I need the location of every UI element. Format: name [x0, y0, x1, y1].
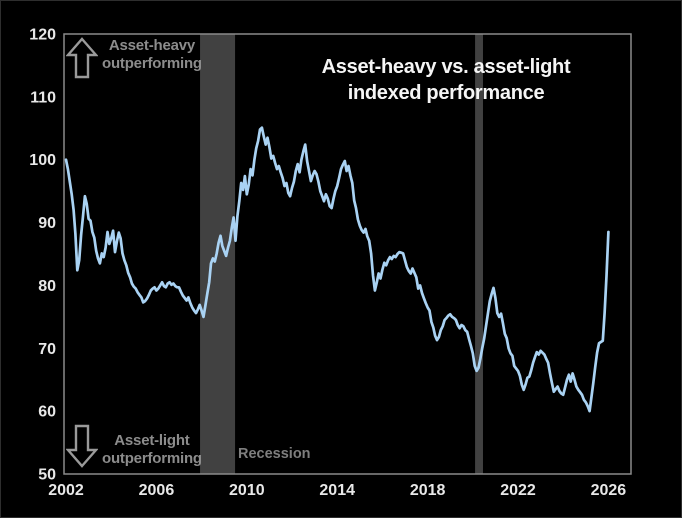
x-tick-label: 2026: [591, 482, 627, 499]
asset-heavy-label-line1: Asset-heavy: [108, 37, 196, 54]
x-tick-label: 2010: [229, 482, 265, 499]
plot-border: [63, 33, 632, 475]
y-tick-label: 60: [38, 404, 56, 421]
asset-heavy-label-line2: outperforming: [102, 55, 202, 72]
y-tick-label: 80: [38, 278, 56, 295]
asset-heavy-annotation: Asset-heavy outperforming: [66, 37, 202, 79]
chart-title-line1: Asset-heavy vs. asset-light: [321, 56, 571, 78]
y-tick-label: 90: [38, 215, 56, 232]
asset-light-label-line1: Asset-light: [114, 432, 190, 449]
x-tick-label: 2018: [410, 482, 446, 499]
y-tick-label: 100: [29, 152, 56, 169]
y-tick-label: 110: [30, 89, 56, 106]
x-tick-label: 2014: [319, 482, 355, 499]
down-arrow-icon: [66, 424, 98, 468]
y-tick-label: 50: [38, 467, 56, 484]
recession-band: [475, 34, 483, 474]
chart-title-line2: indexed performance: [347, 82, 545, 104]
x-tick-label: 2002: [48, 482, 84, 499]
recession-label: Recession: [238, 446, 311, 462]
y-tick-label: 120: [29, 27, 56, 44]
performance-line: [64, 126, 610, 413]
asset-light-annotation: Asset-light outperforming: [66, 424, 202, 468]
x-tick-label: 2006: [139, 482, 175, 499]
up-arrow-icon: [66, 37, 98, 79]
asset-light-label-line2: outperforming: [102, 450, 202, 467]
x-tick-label: 2022: [500, 482, 536, 499]
chart-title: Asset-heavy vs. asset-light indexed perf…: [251, 54, 641, 106]
y-tick-label: 70: [38, 341, 56, 358]
